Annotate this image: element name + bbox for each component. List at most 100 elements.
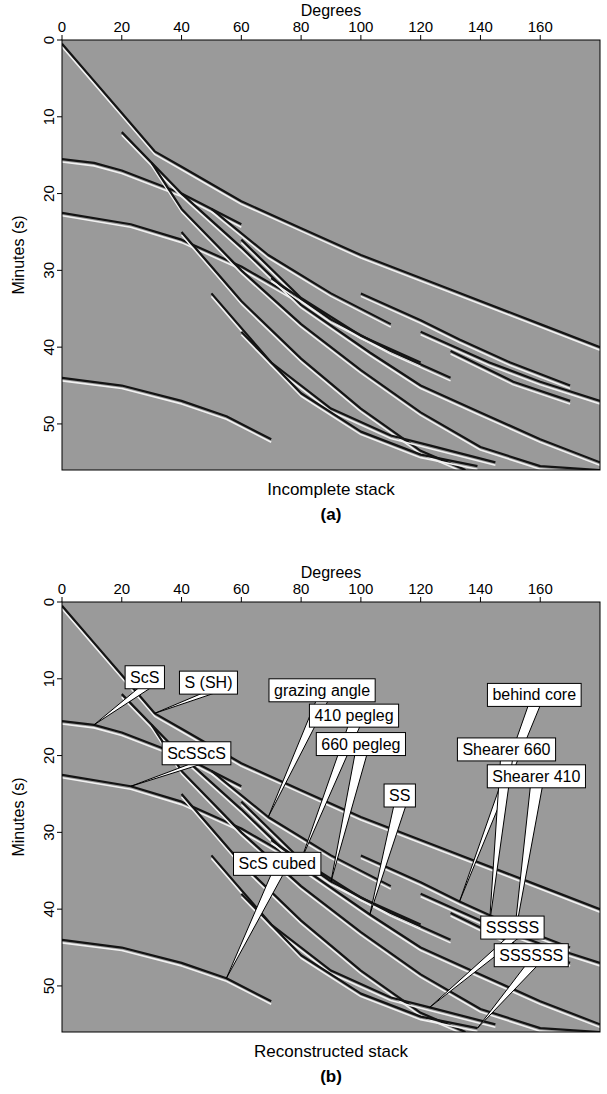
y-tick [57, 985, 62, 986]
y-tick [57, 909, 62, 910]
y-tick-label: 0 [40, 598, 57, 606]
figure: 02040608010012014016001020304050DegreesM… [0, 0, 607, 1094]
x-tick-label: 160 [528, 580, 553, 597]
x-tick [301, 597, 302, 602]
x-tick [480, 35, 481, 40]
y-tick [57, 755, 62, 756]
arrival-curve [122, 132, 600, 462]
arrival-curve [421, 332, 600, 401]
x-axis-title: Degrees [301, 2, 361, 19]
wavelet-highlight [451, 354, 571, 404]
x-tick [121, 597, 122, 602]
arrival-curve [62, 775, 301, 863]
x-tick [62, 597, 63, 602]
panel: 02040608010012014016001020304050DegreesM… [10, 2, 600, 524]
annotation-labels: ScS S (SH) grazing angle 410 pegleg 660 pegl… [125, 666, 585, 967]
annotation-text: S (SH) [184, 674, 232, 691]
traces [62, 606, 600, 1032]
y-tick [57, 40, 62, 41]
y-tick-label: 10 [40, 108, 57, 125]
annotation-box [125, 666, 164, 689]
panel-title: Reconstructed stack [254, 1042, 409, 1061]
annotation-text: ScS [130, 669, 159, 686]
arrival-curve [241, 240, 420, 363]
annotation: grazing angle [269, 679, 375, 702]
annotation: 410 pegleg [309, 704, 398, 727]
wavelet-highlight [62, 47, 600, 350]
y-tick-label: 40 [40, 901, 57, 918]
wavelet-highlight [241, 335, 477, 469]
annotation: S (SH) [179, 671, 237, 694]
arrival-curve [451, 913, 571, 963]
y-tick [57, 602, 62, 603]
plot-background [62, 602, 600, 1032]
y-tick-label: 50 [40, 978, 57, 995]
annotation-leader [370, 806, 406, 915]
annotation-text: SSSSSS [499, 947, 563, 964]
x-axis-title: Degrees [301, 564, 361, 581]
wavelet-highlight [122, 697, 600, 1027]
annotation-leader [155, 693, 215, 713]
x-tick [360, 35, 361, 40]
x-tick [121, 35, 122, 40]
x-tick [301, 35, 302, 40]
annotation-text: SSSSS [486, 919, 539, 936]
x-tick-label: 120 [408, 18, 433, 35]
annotation-leader [226, 874, 283, 978]
panel-letter: (a) [321, 505, 342, 524]
x-tick-label: 140 [468, 18, 493, 35]
x-tick-label: 80 [293, 18, 310, 35]
annotation-text: grazing angle [274, 682, 370, 699]
annotation-box [309, 704, 398, 727]
y-tick [57, 347, 62, 348]
x-tick-label: 60 [233, 18, 250, 35]
plot-frame [62, 602, 600, 1032]
annotation: 660 pegleg [316, 733, 405, 756]
y-tick [57, 270, 62, 271]
arrival-curve [182, 794, 466, 1032]
x-tick [241, 597, 242, 602]
annotation: ScS [125, 666, 164, 689]
arrival-curve [241, 332, 477, 466]
annotation-leader [331, 755, 367, 882]
annotation: ScS cubed [234, 852, 321, 875]
x-tick [420, 35, 421, 40]
x-tick [360, 597, 361, 602]
annotation: SSSSSS [494, 944, 568, 967]
x-tick-label: 20 [113, 580, 130, 597]
x-tick-label: 160 [528, 18, 553, 35]
wavelet-highlight [241, 897, 477, 1031]
annotation: Shearer 410 [487, 765, 585, 788]
x-tick [420, 597, 421, 602]
wavelet-highlight [182, 797, 466, 1032]
y-axis-title: Minutes (s) [10, 215, 27, 294]
annotation-box [179, 671, 237, 694]
arrival-curve [421, 894, 600, 963]
y-tick-label: 30 [40, 824, 57, 841]
y-tick-label: 10 [40, 670, 57, 687]
x-tick [241, 35, 242, 40]
arrival-curve [241, 894, 477, 1028]
arrival-curve [451, 351, 571, 401]
y-tick [57, 193, 62, 194]
wavelet-highlight [421, 897, 600, 966]
arrival-curve [62, 44, 600, 347]
annotation: SSSSS [481, 916, 544, 939]
x-tick [540, 597, 541, 602]
y-tick [57, 832, 62, 833]
arrival-curve [182, 232, 466, 470]
panel-letter: (b) [320, 1067, 342, 1086]
annotation-text: behind core [492, 686, 576, 703]
annotation-leader [477, 966, 537, 1028]
x-tick-label: 0 [58, 18, 66, 35]
wavelet-highlight [152, 728, 600, 1032]
annotation-box [487, 765, 585, 788]
annotation-text: 660 pegleg [321, 736, 400, 753]
x-tick-label: 20 [113, 18, 130, 35]
annotation-leader [94, 688, 151, 725]
annotation-box [162, 742, 231, 765]
plot-background [62, 40, 600, 470]
x-tick-label: 100 [348, 580, 373, 597]
wavelet-highlight [182, 235, 466, 470]
annotation-text: Shearer 660 [462, 741, 550, 758]
